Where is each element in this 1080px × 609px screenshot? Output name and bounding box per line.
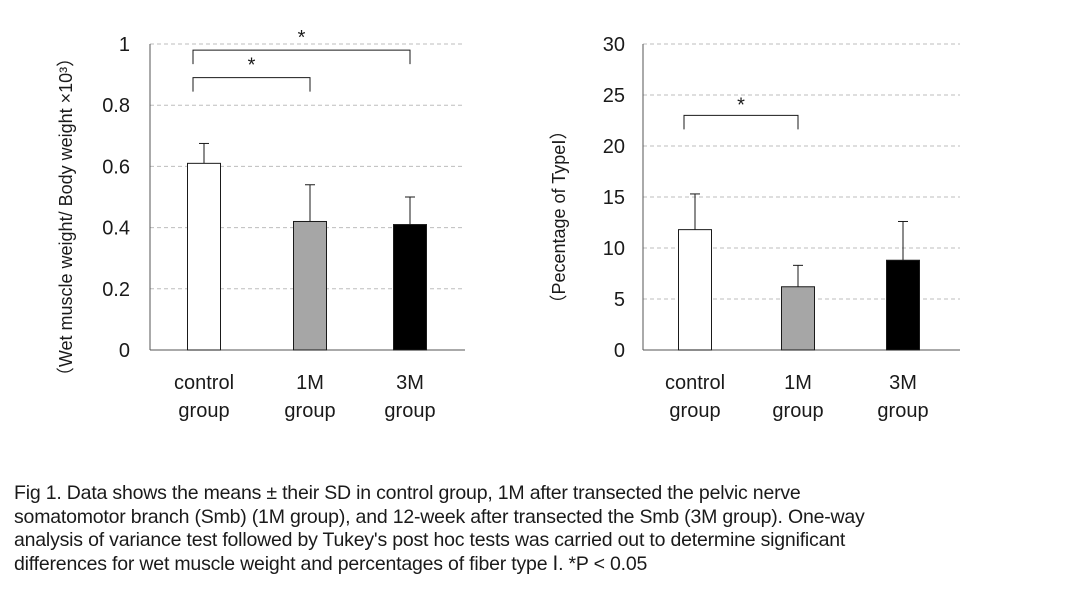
category-label: control group [174,372,234,422]
category-label-line: group [178,400,229,422]
y-tick-label: 25 [603,85,625,107]
wet-muscle-weight-chart: 0 0.2 0.4 0.6 0.8 1 （Wet muscle weight/ Body w… [56,27,465,422]
caption-line-3: analysis of variance test followed by Tu… [14,529,846,551]
y-tick-label: 20 [603,136,625,158]
category-label-line: group [772,400,823,422]
type-one-percentage-chart: 0 5 10 15 20 25 30 （Pecentage of TypeⅠ） control g… [549,34,960,422]
bar [187,162,221,351]
caption-line-2: somatomotor branch (Smb) (1M group), and… [14,505,865,528]
bar [886,259,920,351]
category-label-line: group [877,400,928,422]
category-label-line: group [669,400,720,422]
y-tick-label: 0 [614,340,625,362]
bar [678,229,712,351]
caption-line-4: differences for wet muscle weight and pe… [14,552,648,575]
bar [781,286,815,351]
category-label-line: 3M [396,372,424,394]
y-axis-label: （Pecentage of TypeⅠ） [549,121,569,312]
significance-marker: * [298,27,306,49]
figure: 0 0.2 0.4 0.6 0.8 1 （Wet muscle weight/ Body w… [56,27,960,422]
y-tick-label: 0.4 [102,218,130,240]
category-label: control group [665,372,725,422]
significance-marker: * [737,94,745,116]
category-label-line: group [384,400,435,422]
category-label-line: 3M [889,372,917,394]
category-label: 3M group [384,372,435,422]
y-axis-label: （Wet muscle weight/ Body weight ×10³） [56,49,76,385]
y-tick-label: 5 [614,289,625,311]
y-tick-label: 0.6 [102,156,130,178]
y-tick-label: 10 [603,238,625,260]
y-tick-label: 1 [119,34,130,56]
caption-line-1: Fig 1. Data shows the means ± their SD i… [14,482,801,504]
significance-bracket [192,77,311,92]
significance-marker: * [248,55,256,77]
category-label-line: 1M [784,372,812,394]
category-label: 3M group [877,372,928,422]
figure-caption: Fig 1. Data shows the means ± their SD i… [14,482,1074,576]
significance-bracket [683,114,799,130]
category-label-line: control [665,372,725,394]
category-label-line: group [284,400,335,422]
y-tick-label: 0 [119,340,130,362]
bar [293,220,327,351]
y-tick-label: 15 [603,187,625,209]
y-tick-label: 0.8 [102,95,130,117]
category-label: 1M group [284,372,335,422]
category-label: 1M group [772,372,823,422]
significance-bracket [192,49,411,65]
bar [393,224,427,351]
y-tick-label: 0.2 [102,279,130,301]
category-label-line: control [174,372,234,394]
y-tick-label: 30 [603,34,625,56]
category-label-line: 1M [296,372,324,394]
